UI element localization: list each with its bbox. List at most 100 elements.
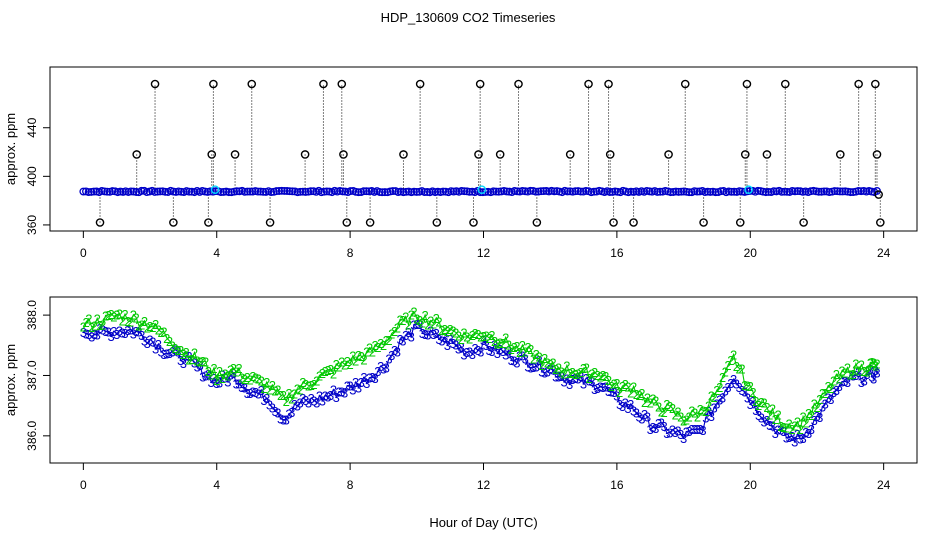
series-marker: 3	[163, 346, 170, 361]
series-marker: 2	[705, 398, 712, 413]
series-marker: 2	[722, 365, 729, 380]
data-point	[550, 187, 559, 196]
series-marker: 3	[702, 411, 709, 426]
data-point	[576, 187, 585, 196]
series-marker: 3	[563, 372, 570, 387]
series-marker: 2	[291, 386, 298, 401]
highlight-point	[477, 185, 487, 194]
series-marker: 3	[458, 340, 465, 355]
series-marker: 2	[180, 347, 187, 362]
series-marker: 3	[730, 372, 737, 387]
series-marker: 2	[277, 388, 284, 403]
top-panel: 0 4 8 12 16 20 24 360 400 440 approx. ppm	[3, 66, 918, 260]
series-marker: 3	[641, 407, 648, 422]
series-marker: 3	[849, 369, 856, 384]
data-point	[402, 187, 411, 196]
series-marker: 3	[313, 395, 320, 410]
flagged-point	[365, 218, 375, 227]
flagged-point	[609, 218, 618, 227]
data-point	[246, 187, 254, 196]
series-marker: 3	[271, 404, 278, 419]
series-marker: 3	[194, 360, 201, 375]
series-marker: 3	[246, 386, 253, 401]
series-marker: 2	[219, 371, 226, 386]
data-point	[354, 188, 363, 197]
flagged-point	[474, 150, 483, 159]
series-marker: 3	[149, 335, 156, 350]
data-point	[769, 187, 778, 196]
flagged-point	[532, 218, 542, 227]
series-marker: 2	[135, 319, 142, 334]
series-marker: 3	[574, 371, 581, 386]
series-marker: 2	[330, 366, 337, 381]
series-marker: 3	[633, 405, 640, 420]
flagged-point	[699, 218, 708, 227]
series-marker: 3	[610, 385, 617, 400]
series-marker: 3	[296, 395, 303, 410]
series-marker: 3	[344, 379, 351, 394]
series-marker: 3	[549, 363, 556, 378]
data-point	[764, 187, 773, 196]
flagged-point	[300, 150, 310, 159]
series-marker: 2	[477, 330, 484, 345]
data-point	[679, 187, 688, 196]
series-marker: 3	[674, 423, 681, 438]
series-marker: 2	[455, 329, 462, 344]
series-marker: 3	[733, 376, 740, 391]
series-marker: 2	[852, 357, 859, 372]
series-marker: 3	[369, 370, 376, 385]
series-marker: 2	[711, 390, 718, 405]
series-marker: 2	[88, 320, 95, 335]
series-marker: 2	[744, 378, 751, 393]
series-marker: 2	[560, 366, 567, 381]
series-marker: 3	[124, 323, 131, 338]
series-marker: 3	[372, 371, 379, 386]
data-point	[777, 187, 786, 196]
series-marker: 3	[416, 317, 423, 332]
series-marker: 3	[686, 424, 693, 439]
series-marker: 2	[110, 309, 117, 324]
series-marker: 3	[452, 337, 459, 352]
series-marker: 2	[124, 314, 131, 329]
series-marker: 3	[408, 330, 415, 345]
series-marker: 2	[310, 377, 317, 392]
series-marker: 3	[816, 410, 823, 425]
series-marker: 3	[469, 347, 476, 362]
series-marker: 3	[552, 370, 559, 385]
series-marker: 3	[585, 374, 592, 389]
series-marker: 3	[794, 427, 801, 442]
data-point	[306, 187, 315, 196]
series-marker: 2	[108, 307, 115, 322]
flagged-point	[204, 218, 213, 227]
series-marker: 2	[260, 381, 267, 396]
series-marker: 3	[719, 390, 726, 405]
series-marker: 3	[616, 397, 623, 412]
series-marker: 3	[466, 345, 473, 360]
series-marker: 3	[619, 399, 626, 414]
flagged-point	[565, 150, 575, 159]
series-marker: 2	[622, 377, 629, 392]
series-marker: 2	[766, 408, 773, 423]
series-marker: 3	[836, 379, 843, 394]
series-marker: 2	[491, 334, 498, 349]
series-marker: 2	[121, 307, 128, 322]
series-marker: 2	[616, 385, 623, 400]
flagged-point	[799, 218, 808, 227]
series-marker: 2	[472, 326, 479, 341]
series-marker: 3	[683, 424, 690, 439]
series-marker: 3	[366, 371, 373, 386]
series-marker: 3	[477, 345, 484, 360]
series-marker: 2	[133, 310, 140, 325]
series-marker: 3	[791, 435, 798, 450]
series-marker: 2	[221, 366, 228, 381]
series-marker: 3	[102, 324, 109, 339]
data-point	[153, 187, 162, 196]
series-marker: 2	[516, 345, 523, 360]
data-point	[362, 187, 371, 196]
data-point	[735, 187, 744, 196]
data-point	[833, 187, 842, 196]
flagged-point	[339, 150, 348, 159]
flagged-point	[469, 218, 478, 227]
series-marker: 2	[119, 314, 126, 329]
series-marker: 2	[416, 313, 423, 328]
